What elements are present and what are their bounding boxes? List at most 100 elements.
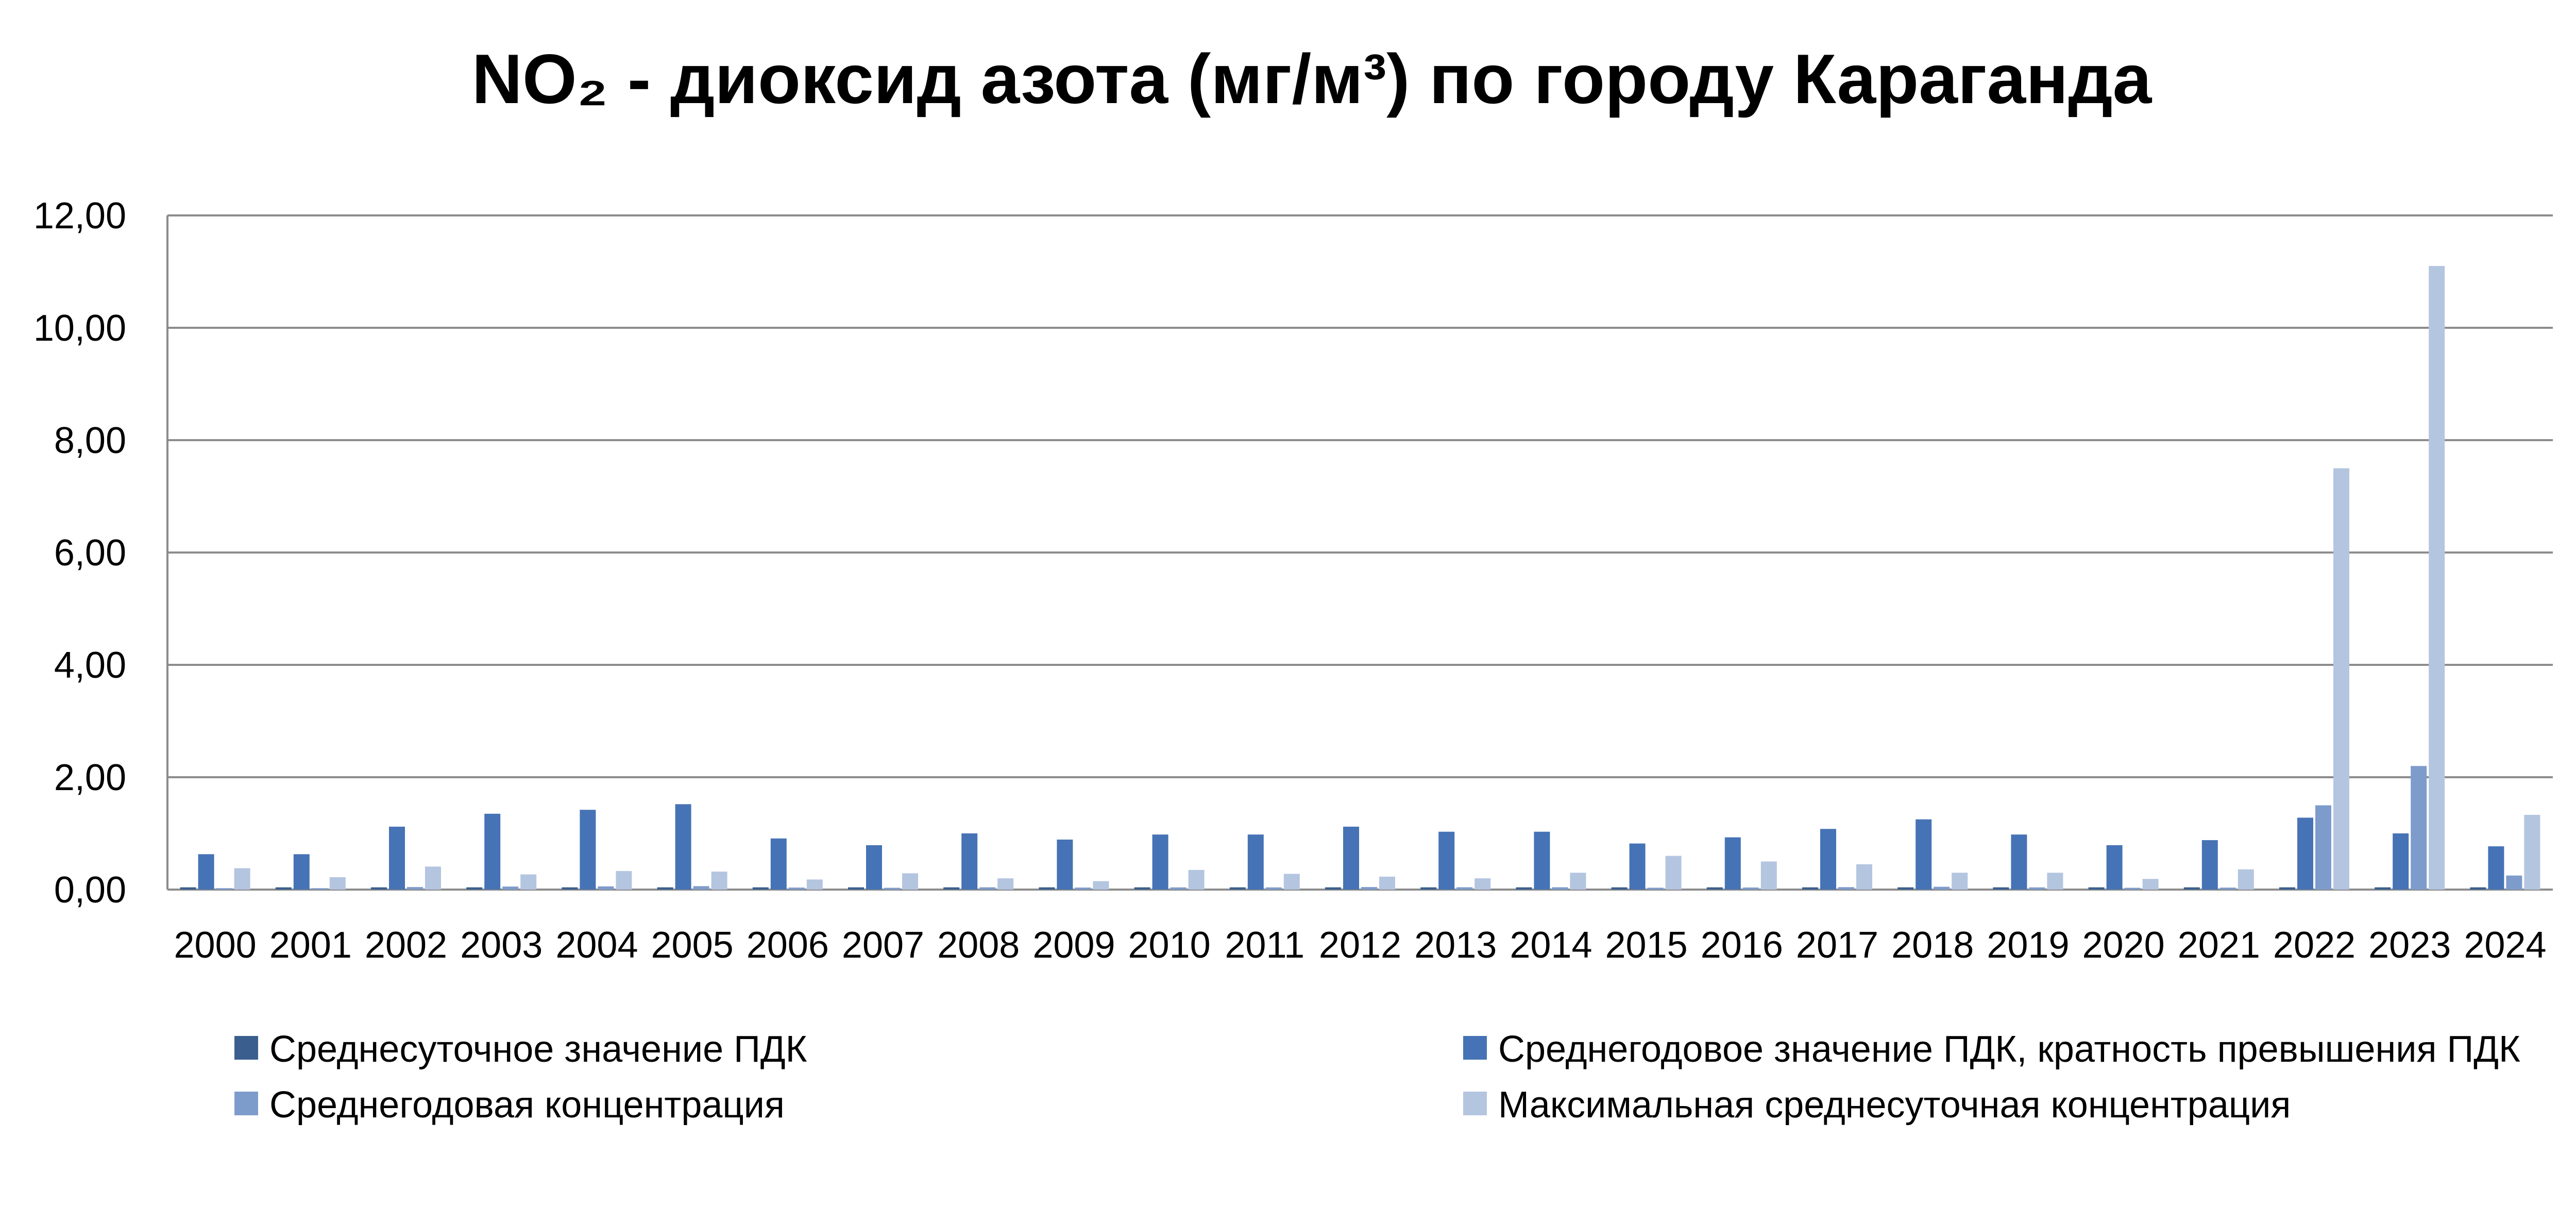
y-tick-label: 4,00 [54,645,126,686]
x-tick-label: 2001 [269,925,352,966]
y-tick-label: 10,00 [33,308,126,349]
bar-2000-s3 [234,868,250,890]
x-tick-label: 2014 [1510,925,1592,966]
bar-2000-s1 [198,854,214,890]
bar-2017-s2 [1838,887,1854,890]
bar-2006-s1 [770,838,787,890]
bar-2020-s2 [2124,888,2141,890]
x-tick-label: 2015 [1605,925,1688,966]
bar-2014-s1 [1534,831,1550,890]
bar-2012-s2 [1361,887,1377,890]
bar-2019-s0 [1993,887,2009,890]
bar-2021-s1 [2201,840,2218,890]
legend-label: Среднегодовая концентрация [269,1084,785,1126]
x-tick-label: 2023 [2368,925,2451,966]
bar-2002-s1 [389,826,405,890]
bar-2024-s1 [2488,846,2504,890]
bar-2007-s0 [848,887,864,890]
bar-2020-s1 [2106,845,2123,890]
bar-2007-s2 [884,888,900,890]
x-tick-label: 2007 [842,925,924,966]
bar-2022-s2 [2315,805,2331,890]
x-tick-label: 2011 [1225,925,1304,966]
x-tick-label: 2009 [1032,925,1115,966]
bar-2003-s3 [520,874,537,890]
bar-2023-s0 [2375,887,2391,890]
x-tick-label: 2016 [1701,925,1783,966]
legend-swatch [1463,1092,1487,1115]
bar-2023-s1 [2393,833,2409,890]
bar-2019-s2 [2029,887,2045,890]
bar-2004-s1 [580,810,596,890]
bar-2012-s3 [1379,876,1395,890]
y-tick-label: 0,00 [54,869,126,911]
bar-2013-s3 [1475,878,1491,890]
x-tick-label: 2021 [2178,925,2260,966]
bar-2018-s0 [1897,887,1914,890]
legend-label: Среднесуточное значение ПДК [269,1029,807,1070]
bar-2015-s3 [1665,856,1682,890]
bar-2010-s3 [1188,869,1205,890]
bar-2013-s2 [1456,887,1473,890]
bar-2014-s0 [1516,887,1532,890]
x-tick-label: 2003 [460,925,543,966]
bar-2011-s1 [1247,834,1264,890]
bar-2018-s1 [1916,819,1932,890]
x-tick-label: 2019 [1987,925,2069,966]
bar-2020-s0 [2088,887,2105,890]
bar-2021-s3 [2238,869,2254,890]
bar-2004-s2 [598,886,614,890]
bar-2003-s2 [502,886,519,890]
bar-2007-s3 [902,873,918,890]
bar-2011-s0 [1229,887,1246,890]
x-tick-label: 2000 [174,925,257,966]
bar-2008-s0 [943,887,960,890]
bar-2015-s1 [1629,843,1646,890]
x-tick-label: 2020 [2082,925,2165,966]
bar-2015-s2 [1647,888,1664,890]
bar-2002-s3 [425,866,441,890]
bar-2011-s3 [1283,874,1300,890]
bar-2020-s3 [2142,879,2159,890]
bar-2014-s3 [1570,873,1586,890]
bar-2017-s0 [1802,887,1818,890]
legend: Среднесуточное значение ПДК Среднегодовое… [234,1029,2520,1126]
y-tick-label: 6,00 [54,532,126,574]
bar-2007-s1 [866,845,882,890]
bar-2003-s0 [466,887,483,890]
legend-swatch [1463,1036,1487,1060]
bar-2010-s0 [1134,887,1150,890]
bar-2013-s0 [1420,887,1437,890]
bar-2012-s0 [1325,887,1341,890]
x-tick-label: 2018 [1891,925,1974,966]
bar-2009-s3 [1093,881,1109,890]
bar-2009-s2 [1075,888,1091,890]
x-tick-label: 2005 [651,925,734,966]
bar-2019-s1 [2011,834,2027,890]
x-tick-label: 2017 [1796,925,1878,966]
legend-swatch [234,1092,258,1115]
bar-2001-s0 [275,887,292,890]
bar-2019-s3 [2047,873,2063,890]
bar-2000-s2 [216,888,232,890]
bar-2000-s0 [180,887,196,890]
bar-2009-s1 [1057,839,1073,890]
x-tick-label: 2013 [1414,925,1497,966]
bar-2005-s0 [657,887,673,890]
x-tick-label: 2008 [937,925,1020,966]
bar-2008-s3 [997,878,1014,890]
bar-2016-s0 [1706,887,1723,890]
bar-2008-s2 [979,887,996,890]
bar-2024-s0 [2470,887,2486,890]
bar-2024-s3 [2524,815,2540,890]
x-tick-label: 2006 [747,925,829,966]
bar-2016-s3 [1760,861,1777,890]
bar-2005-s3 [711,872,727,890]
bar-2023-s2 [2411,766,2427,890]
bar-2006-s2 [788,888,805,890]
bar-2016-s2 [1742,887,1759,890]
x-tick-label: 2004 [555,925,638,966]
legend-label: Среднегодовое значение ПДК, кратность пр… [1498,1029,2520,1070]
bar-2012-s1 [1343,826,1359,890]
